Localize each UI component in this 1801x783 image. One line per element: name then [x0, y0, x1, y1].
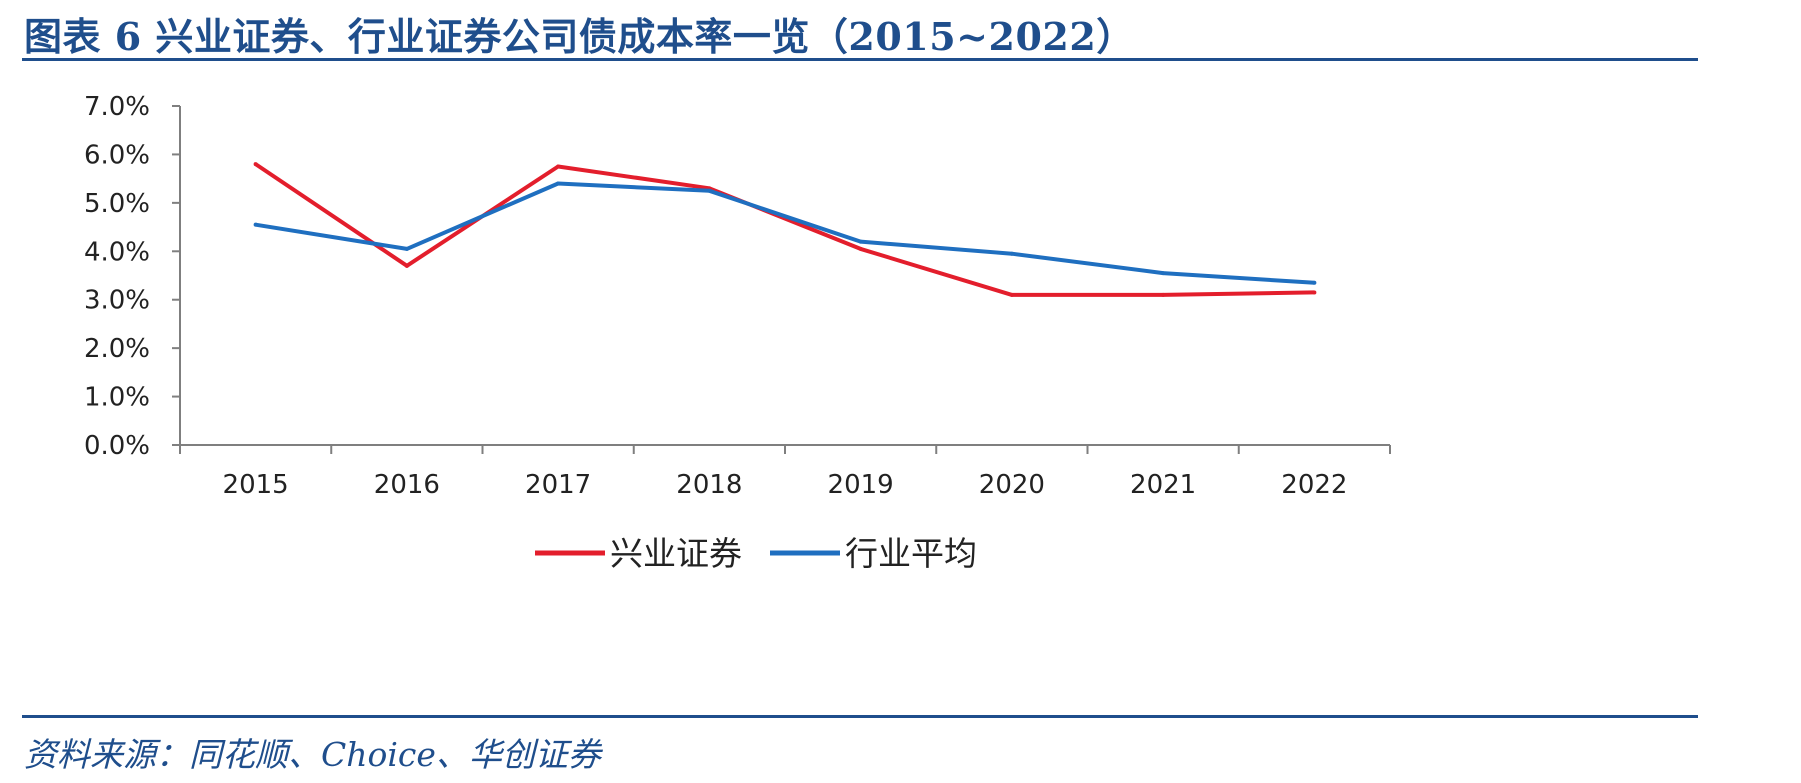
- series-line-2: [255, 181, 1315, 285]
- x-tick-label: 2022: [1281, 470, 1347, 500]
- data-point-1: [556, 164, 561, 169]
- data-point-2: [858, 239, 863, 244]
- data-point-2: [1009, 251, 1014, 256]
- source-note: 资料来源：同花顺、Choice、华创证券: [24, 735, 601, 774]
- data-point-2: [707, 188, 712, 193]
- x-tick-label: 2021: [1130, 470, 1196, 500]
- y-tick-label: 2.0%: [84, 334, 150, 364]
- data-point-1: [1312, 290, 1317, 295]
- data-point-2: [1161, 271, 1166, 276]
- x-tick-label: 2015: [223, 470, 289, 500]
- data-point-1: [858, 246, 863, 251]
- legend-label-2: 行业平均: [845, 534, 977, 573]
- y-tick-label: 5.0%: [84, 189, 150, 219]
- data-point-2: [556, 181, 561, 186]
- x-tick-label: 2020: [979, 470, 1045, 500]
- data-point-2: [1312, 280, 1317, 285]
- data-point-2: [404, 246, 409, 251]
- x-tick-label: 2018: [676, 470, 742, 500]
- x-tick-label: 2016: [374, 470, 440, 500]
- y-tick-label: 7.0%: [84, 92, 150, 122]
- data-point-1: [1161, 292, 1166, 297]
- line-chart: 0.0% 1.0% 2.0% 3.0% 4.0% 5.0% 6.0% 7.0% 2015 2016…: [84, 92, 1391, 573]
- y-tick-label: 3.0%: [84, 286, 150, 316]
- y-tick-label: 4.0%: [84, 237, 150, 267]
- series-line-1: [254, 162, 1315, 297]
- legend-label-1: 兴业证券: [610, 534, 742, 573]
- y-tick-label: 6.0%: [84, 140, 150, 170]
- data-point-1: [253, 162, 258, 167]
- y-tick-label: 0.0%: [84, 431, 150, 461]
- chart-series: [253, 162, 1317, 297]
- data-point-1: [1009, 292, 1014, 297]
- chart-legend: 兴业证券 行业平均: [535, 534, 977, 573]
- x-tick-label: 2017: [525, 470, 591, 500]
- y-tick-label: 1.0%: [84, 383, 150, 413]
- data-point-2: [253, 222, 258, 227]
- title-divider: [22, 58, 1698, 61]
- source-divider: [22, 715, 1698, 718]
- data-point-1: [404, 263, 409, 268]
- chart-axes: 0.0% 1.0% 2.0% 3.0% 4.0% 5.0% 6.0% 7.0% 2015 2016…: [84, 92, 1391, 500]
- figure-title: 图表 6 兴业证券、行业证券公司债成本率一览（2015~2022）: [24, 14, 1135, 59]
- x-tick-label: 2019: [828, 470, 894, 500]
